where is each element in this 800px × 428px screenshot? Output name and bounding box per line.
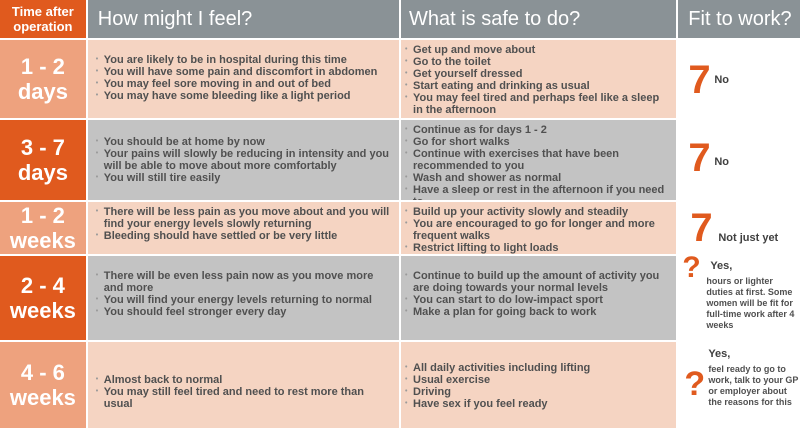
list-item: You should feel stronger every day: [96, 306, 393, 318]
stage-label: 1 - 2 days: [0, 40, 86, 118]
list-item: You will have some pain and discomfort i…: [96, 66, 393, 78]
list-item: Make a plan for going back to work: [405, 306, 670, 318]
list-item: You may feel sore moving in and out of b…: [96, 78, 393, 90]
list-item: Continue to build up the amount of activ…: [405, 270, 670, 294]
list-item: You are likely to be in hospital during …: [96, 54, 393, 66]
fit-note: feel ready to go to work, talk to your G…: [708, 364, 799, 407]
fit-label: No: [714, 74, 729, 86]
stage-label: 3 - 7 days: [0, 120, 86, 200]
fit-cell: ? Yes, hours or lighter duties at first.…: [678, 256, 800, 340]
list-item: Restrict lifting to light loads: [405, 242, 670, 254]
list-item: Continue as for days 1 - 2: [405, 124, 670, 136]
list-item: Have a sleep or rest in the afternoon if…: [405, 184, 670, 200]
fit-cell: 7 No: [678, 120, 800, 200]
stage-label: 1 - 2 weeks: [0, 202, 86, 254]
feel-cell: There will be even less pain now as you …: [87, 256, 400, 340]
list-item: You can start to do low-impact sport: [405, 294, 670, 306]
stage-unit: weeks: [9, 385, 76, 410]
feel-cell: You should be at home by now Your pains …: [87, 120, 400, 200]
list-item: You may feel tired and perhaps feel like…: [405, 92, 670, 116]
list-item: Bleeding should have settled or be very …: [96, 230, 393, 242]
table-row: 1 - 2 weeks There will be less pain as y…: [0, 202, 800, 254]
list-item: You will find your energy levels returni…: [96, 294, 393, 306]
fit-cell: ? Yes, feel ready to go to work, talk to…: [678, 342, 800, 428]
feel-cell: You are likely to be in hospital during …: [87, 40, 400, 118]
table-row: 1 - 2 days You are likely to be in hospi…: [0, 40, 800, 118]
header-fit-to-work: Fit to work?: [678, 0, 800, 38]
stage-number: 2 - 4: [20, 273, 65, 298]
stage-label: 2 - 4 weeks: [0, 256, 86, 340]
fit-number: 7: [688, 136, 711, 180]
table-row: 3 - 7 days You should be at home by now …: [0, 120, 800, 200]
stage-unit: weeks: [9, 298, 76, 323]
list-item: Almost back to normal: [96, 374, 393, 386]
list-item: Start eating and drinking as usual: [405, 80, 670, 92]
fit-number: 7: [688, 58, 711, 102]
safe-cell: Continue as for days 1 - 2 Go for short …: [401, 120, 677, 200]
stage-unit: weeks: [9, 228, 76, 253]
stage-number: 1 - 2: [20, 54, 65, 79]
stage-unit: days: [17, 79, 68, 104]
fit-label: Not just yet: [718, 232, 779, 244]
list-item: You may still feel tired and need to res…: [96, 386, 393, 410]
stage-label: 4 - 6 weeks: [0, 342, 86, 428]
table-row: 4 - 6 weeks Almost back to normal You ma…: [0, 342, 800, 428]
list-item: You should be at home by now: [96, 136, 393, 148]
stage-number: 4 - 6: [20, 360, 65, 385]
header-col0-line1: Time after: [11, 4, 74, 19]
list-item: Go for short walks: [405, 136, 670, 148]
header-how-might-i-feel: How might I feel?: [87, 0, 399, 38]
feel-cell: Almost back to normal You may still feel…: [87, 342, 400, 428]
fit-label: Yes,: [710, 260, 733, 272]
fit-number: ?: [684, 365, 706, 403]
fit-cell: 7 Not just yet: [678, 202, 800, 254]
list-item: You may have some bleeding like a light …: [96, 90, 393, 102]
safe-cell: Continue to build up the amount of activ…: [401, 256, 677, 340]
fit-label: Yes,: [708, 348, 731, 360]
list-item: All daily activities including lifting: [405, 362, 670, 374]
list-item: Continue with exercises that have been r…: [405, 148, 670, 172]
fit-number: ?: [682, 256, 701, 284]
safe-cell: All daily activities including lifting U…: [401, 342, 677, 428]
list-item: Build up your activity slowly and steadi…: [405, 206, 670, 218]
header-col0-line2: operation: [13, 19, 73, 34]
list-item: Your pains will slowly be reducing in in…: [96, 148, 393, 172]
table-row: 2 - 4 weeks There will be even less pain…: [0, 256, 800, 340]
list-item: You will still tire easily: [96, 172, 393, 184]
header-what-is-safe: What is safe to do?: [400, 0, 677, 38]
list-item: Have sex if you feel ready: [405, 398, 670, 410]
list-item: You are encouraged to go for longer and …: [405, 218, 670, 242]
stage-number: 1 - 2: [20, 203, 65, 228]
header-time-after-operation: Time after operation: [0, 0, 86, 38]
list-item: There will be less pain as you move abou…: [96, 206, 393, 230]
list-item: Usual exercise: [405, 374, 670, 386]
list-item: There will be even less pain now as you …: [96, 270, 393, 294]
fit-number: 7: [690, 206, 713, 250]
safe-cell: Get up and move about Go to the toilet G…: [401, 40, 677, 118]
feel-cell: There will be less pain as you move abou…: [87, 202, 400, 254]
list-item: Get up and move about: [405, 44, 670, 56]
stage-number: 3 - 7: [20, 135, 65, 160]
list-item: Wash and shower as normal: [405, 172, 670, 184]
list-item: Get yourself dressed: [405, 68, 670, 80]
safe-cell: Build up your activity slowly and steadi…: [401, 202, 677, 254]
list-item: Driving: [405, 386, 670, 398]
fit-label: No: [714, 156, 729, 168]
fit-note: hours or lighter duties at first. Some w…: [706, 276, 795, 330]
list-item: Go to the toilet: [405, 56, 670, 68]
fit-cell: 7 No: [678, 40, 800, 118]
table-header: Time after operation How might I feel? W…: [0, 0, 800, 38]
stage-unit: days: [17, 160, 68, 185]
